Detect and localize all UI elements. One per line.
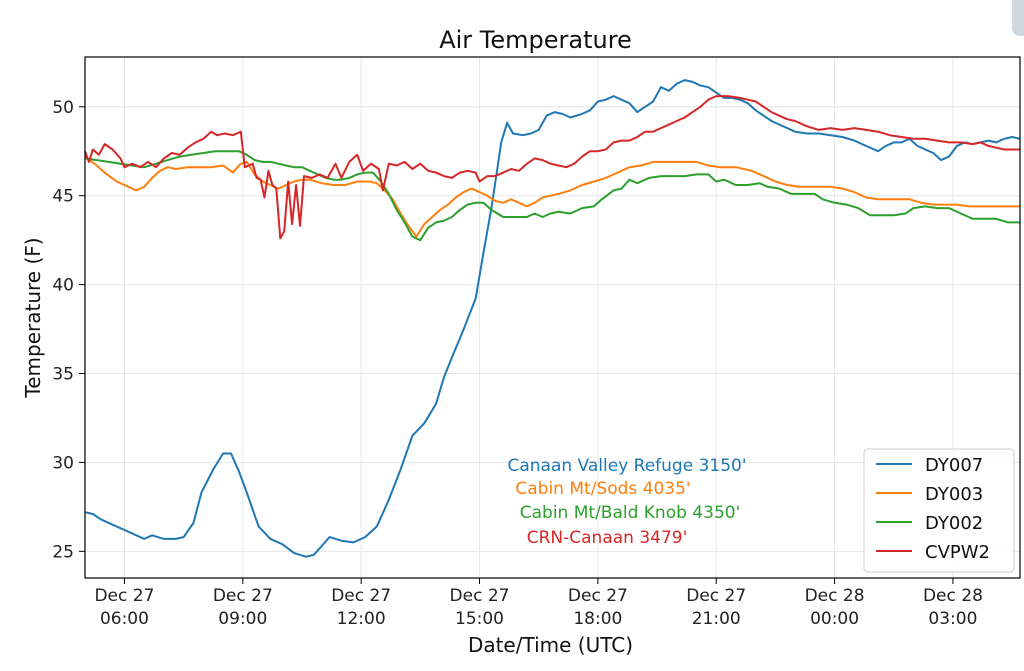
- x-tick-label-time: 15:00: [455, 609, 504, 629]
- series-group: [84, 79, 1021, 558]
- y-tick-label: 35: [52, 365, 74, 385]
- annotation-station-label: CRN-Canaan 3479': [527, 528, 688, 548]
- series-line-dy003: [84, 155, 1020, 238]
- x-tick-label-date: Dec 27: [686, 586, 746, 606]
- y-tick-label: 40: [52, 276, 74, 296]
- legend-label-cvpw2: CVPW2: [925, 542, 990, 563]
- x-tick-label-time: 03:00: [928, 609, 977, 629]
- x-tick-label-date: Dec 27: [450, 586, 510, 606]
- y-tick-label: 45: [52, 187, 74, 207]
- x-tick-label-date: Dec 28: [805, 586, 865, 606]
- x-tick-label-date: Dec 27: [568, 586, 628, 606]
- y-axis-label: Temperature (F): [21, 237, 45, 398]
- axes-frame: [84, 56, 1021, 579]
- series-line-cvpw2: [84, 95, 1020, 240]
- y-tick-label: 25: [52, 542, 74, 562]
- x-tick-label-time: 12:00: [337, 609, 386, 629]
- chart-title: Air Temperature: [439, 26, 632, 54]
- series-line-dy002: [84, 150, 1020, 242]
- series-line-dy007: [84, 79, 1021, 558]
- legend-box: [863, 448, 1015, 573]
- station-annotations: Canaan Valley Refuge 3150' Cabin Mt/Sods …: [507, 456, 746, 548]
- y-axis-ticks: 25 30 35 40 45 50: [52, 98, 85, 562]
- annotation-station-label: Canaan Valley Refuge 3150': [507, 456, 746, 476]
- x-tick-label-date: Dec 27: [331, 586, 391, 606]
- y-tick-label: 30: [52, 453, 74, 473]
- annotation-station-label: Cabin Mt/Sods 4035': [515, 479, 690, 499]
- x-tick-label-time: 21:00: [692, 609, 741, 629]
- x-axis-label: Date/Time (UTC): [468, 633, 633, 657]
- annotation-station-label: Cabin Mt/Bald Knob 4350': [520, 503, 741, 523]
- x-tick-label-date: Dec 28: [923, 586, 983, 606]
- x-tick-label-date: Dec 27: [94, 586, 154, 606]
- legend-label-dy007: DY007: [925, 455, 983, 476]
- x-axis-ticks: Dec 27 06:00 Dec 27 09:00 Dec 27 12:00 Dec 27 1…: [94, 578, 983, 629]
- legend: DY007 DY003 DY002 CVPW2: [863, 448, 1015, 573]
- x-tick-label-time: 06:00: [100, 609, 149, 629]
- legend-label-dy002: DY002: [925, 513, 983, 534]
- x-tick-label-time: 00:00: [810, 609, 859, 629]
- x-tick-label-date: Dec 27: [213, 586, 273, 606]
- legend-label-dy003: DY003: [925, 484, 983, 505]
- window-edge-tab: [1012, 0, 1024, 36]
- x-tick-label-time: 09:00: [218, 609, 267, 629]
- y-tick-label: 50: [52, 98, 74, 118]
- x-tick-label-time: 18:00: [573, 609, 622, 629]
